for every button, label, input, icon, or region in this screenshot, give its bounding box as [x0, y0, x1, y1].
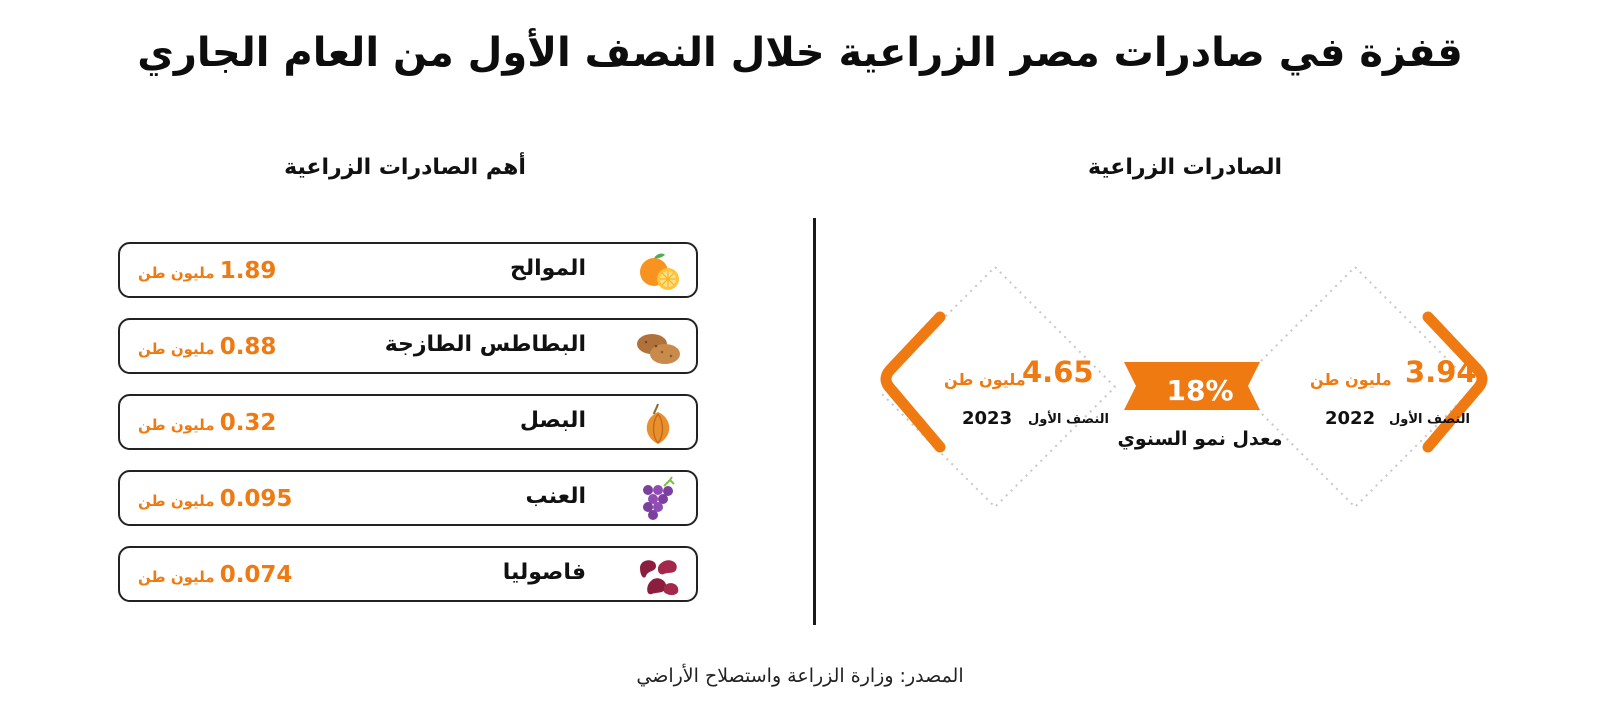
right-diamond-outline: [1234, 266, 1476, 508]
item-value: 0.32 مليون طن: [138, 410, 276, 436]
item-name: البصل: [519, 408, 586, 433]
item-name: فاصوليا: [502, 560, 586, 585]
item-value: 0.88 مليون طن: [138, 334, 276, 360]
column-divider: [813, 218, 816, 625]
right-orange-bracket: [1422, 311, 1488, 453]
top-exports-heading: أهم الصادرات الزراعية: [284, 155, 526, 180]
list-item: الموالح 1.89 مليون طن: [118, 242, 698, 298]
orange-icon: [640, 253, 679, 290]
item-name: البطاطس الطازجة: [384, 332, 586, 357]
h1-2023-period: النصف الأول: [1028, 412, 1109, 427]
item-number: 0.074: [219, 562, 293, 588]
list-item: البطاطس الطازجة 0.88 مليون طن: [118, 318, 698, 374]
item-value: 0.074 مليون طن: [138, 562, 292, 588]
item-name: الموالح: [509, 256, 586, 281]
item-name: العنب: [525, 484, 587, 509]
item-unit: مليون طن: [138, 340, 215, 358]
left-orange-bracket: [880, 311, 946, 453]
list-item: البصل 0.32 مليون طن: [118, 394, 698, 450]
growth-label: معدل نمو السنوي: [1117, 428, 1283, 450]
source-note: المصدر: وزارة الزراعة واستصلاح الأراضي: [636, 665, 964, 687]
h1-2023-value: 4.65: [1022, 355, 1094, 389]
onion-icon: [646, 403, 670, 444]
h1-2022-year: 2022: [1325, 408, 1376, 429]
item-unit: مليون طن: [138, 264, 215, 282]
item-value: 0.095 مليون طن: [138, 486, 292, 512]
page-title: قفزة في صادرات مصر الزراعية خلال النصف ا…: [137, 30, 1463, 76]
item-unit: مليون طن: [138, 492, 215, 510]
h1-2023-unit: مليون طن: [944, 370, 1026, 389]
left-diamond-outline: [880, 266, 1116, 508]
potato-icon: [637, 334, 680, 364]
beans-icon: [640, 560, 679, 595]
grapes-icon: [643, 476, 675, 520]
item-number: 0.88: [219, 334, 277, 360]
item-number: 0.095: [219, 486, 293, 512]
top-exports-list: الموالح 1.89 مليون طن البطاطس الطازجة 0.…: [118, 242, 698, 622]
item-number: 1.89: [219, 258, 277, 284]
exports-heading: الصادرات الزراعية: [1087, 155, 1283, 180]
h1-2022-value: 3.94: [1405, 355, 1477, 389]
growth-ribbon: [1124, 362, 1260, 410]
item-number: 0.32: [219, 410, 277, 436]
h1-2022-unit: مليون طن: [1310, 370, 1392, 389]
exports-comparison-graphic: [880, 266, 1488, 508]
growth-value: 18%: [1166, 374, 1234, 407]
h1-2022-period: النصف الأول: [1389, 412, 1470, 427]
list-item: فاصوليا 0.074 مليون طن: [118, 546, 698, 602]
item-unit: مليون طن: [138, 568, 215, 586]
item-value: 1.89 مليون طن: [138, 258, 276, 284]
list-item: العنب 0.095 مليون طن: [118, 470, 698, 526]
item-unit: مليون طن: [138, 416, 215, 434]
h1-2023-year: 2023: [962, 408, 1013, 429]
